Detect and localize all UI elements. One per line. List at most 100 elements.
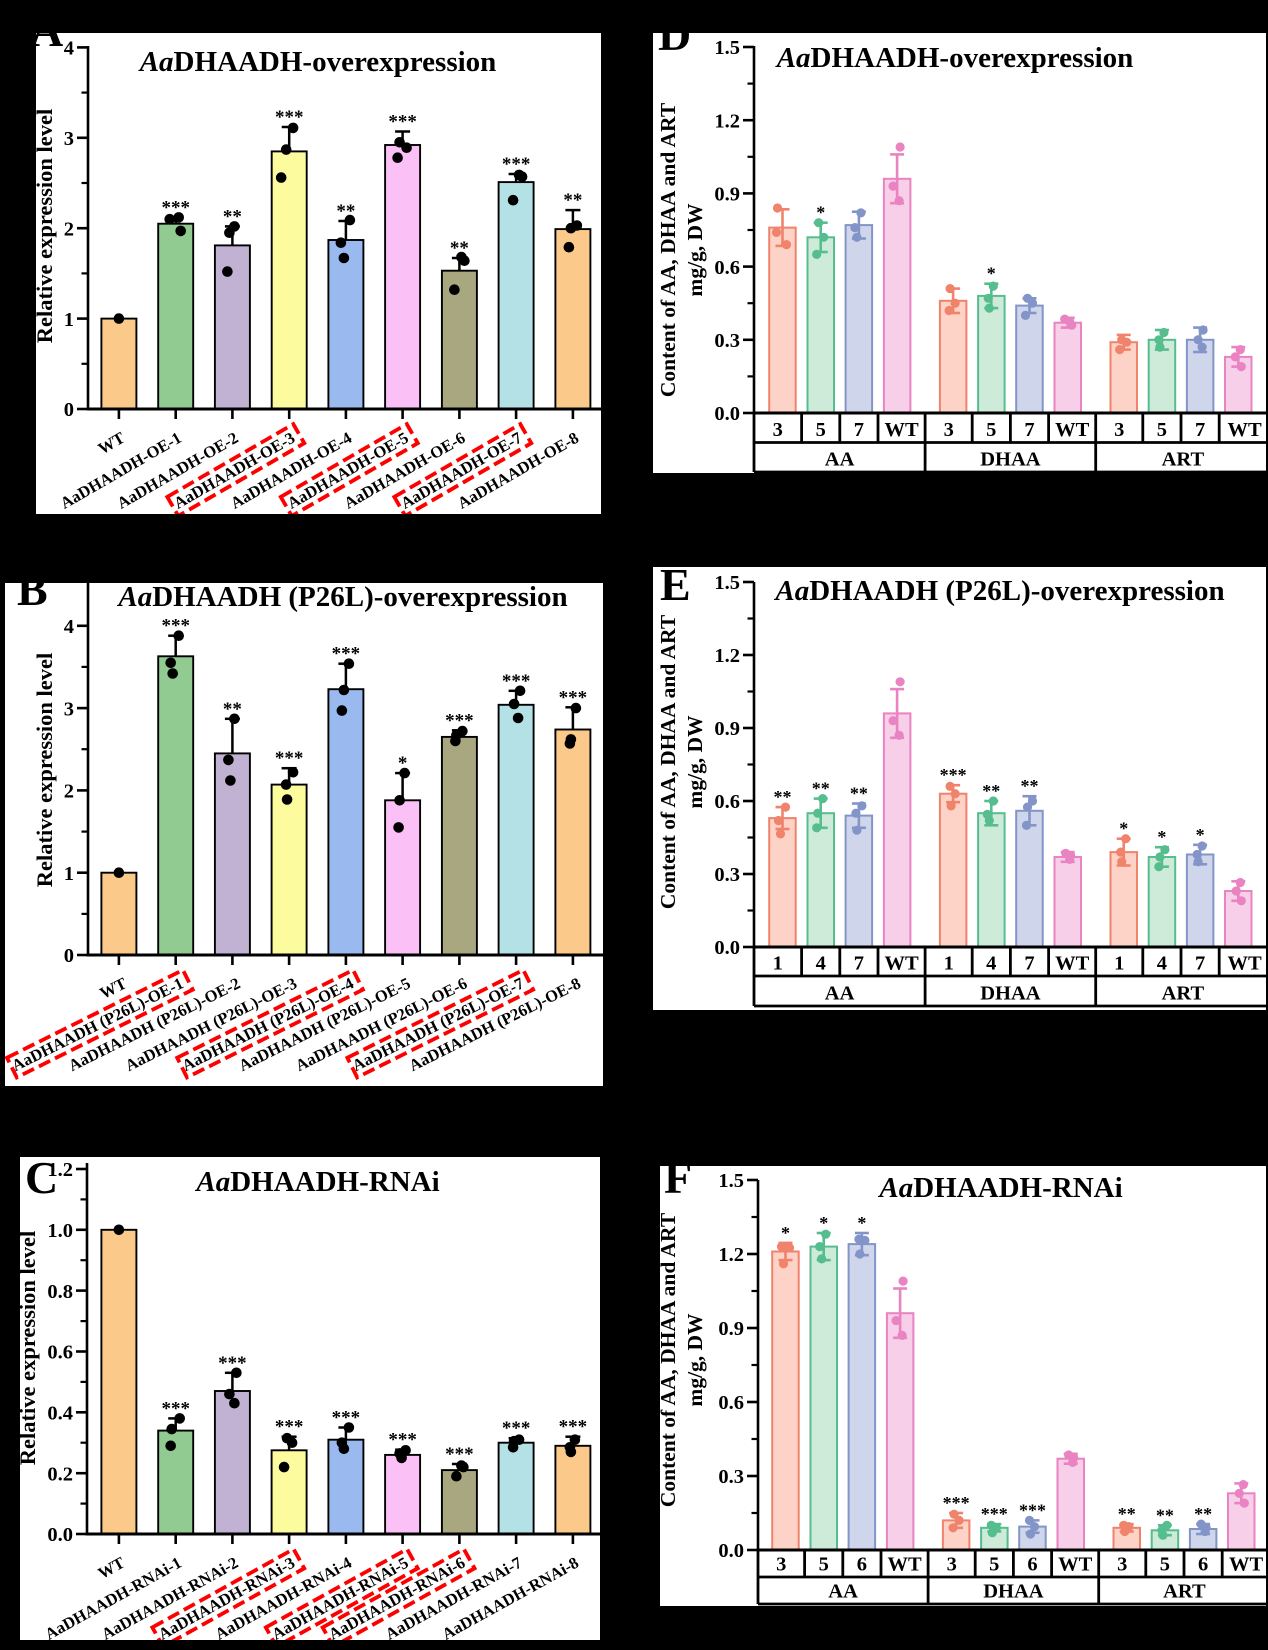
svg-text:AaDHAADH-overexpression: AaDHAADH-overexpression — [138, 46, 497, 78]
svg-text:7: 7 — [1195, 953, 1205, 975]
svg-text:0.9: 0.9 — [714, 718, 740, 740]
svg-text:**: ** — [450, 238, 469, 259]
svg-text:***: *** — [502, 154, 530, 175]
svg-text:***: *** — [559, 687, 588, 708]
svg-text:WT: WT — [888, 1554, 923, 1576]
svg-text:3: 3 — [1114, 419, 1124, 441]
svg-text:0.6: 0.6 — [714, 257, 740, 279]
svg-text:1.2: 1.2 — [714, 645, 740, 667]
svg-text:3: 3 — [64, 128, 74, 150]
svg-text:**: ** — [1194, 1504, 1212, 1524]
svg-text:3: 3 — [1117, 1554, 1127, 1576]
svg-text:WT: WT — [1228, 953, 1263, 975]
svg-text:WT: WT — [1055, 419, 1090, 441]
svg-text:3: 3 — [947, 1554, 957, 1576]
svg-text:0.3: 0.3 — [718, 1466, 744, 1488]
svg-text:C: C — [25, 1157, 58, 1203]
svg-text:7: 7 — [1024, 419, 1034, 441]
svg-text:7: 7 — [1195, 419, 1205, 441]
svg-text:A: A — [36, 33, 63, 56]
svg-text:***: *** — [161, 616, 190, 637]
svg-text:WT: WT — [1058, 1554, 1093, 1576]
svg-text:0.9: 0.9 — [718, 1318, 744, 1340]
svg-text:5: 5 — [989, 1554, 999, 1576]
svg-text:**: ** — [850, 784, 868, 804]
svg-text:1.2: 1.2 — [718, 1244, 744, 1266]
svg-text:6: 6 — [1027, 1554, 1037, 1576]
svg-text:0.0: 0.0 — [714, 937, 740, 959]
svg-text:0.8: 0.8 — [47, 1281, 73, 1303]
svg-text:4: 4 — [986, 953, 996, 975]
svg-text:AaDHAADH (P26L)-overexpression: AaDHAADH (P26L)-overexpression — [773, 575, 1224, 607]
svg-text:***: *** — [1019, 1500, 1046, 1520]
svg-text:0: 0 — [64, 945, 74, 967]
svg-text:*: * — [1119, 819, 1128, 839]
svg-text:***: *** — [275, 748, 304, 769]
svg-text:WT: WT — [1229, 1554, 1264, 1576]
svg-text:7: 7 — [854, 419, 864, 441]
svg-text:***: *** — [161, 197, 190, 218]
svg-text:ART: ART — [1162, 449, 1205, 471]
svg-text:B: B — [17, 583, 48, 615]
svg-text:0.4: 0.4 — [47, 1403, 73, 1425]
svg-text:1: 1 — [1114, 953, 1124, 975]
svg-text:0: 0 — [64, 399, 74, 421]
svg-text:3: 3 — [776, 1554, 786, 1576]
svg-text:**: ** — [774, 787, 792, 807]
svg-text:***: *** — [218, 1353, 247, 1374]
svg-text:2: 2 — [64, 781, 74, 803]
svg-text:WT: WT — [885, 953, 920, 975]
svg-text:*: * — [1157, 827, 1166, 847]
svg-text:0.3: 0.3 — [714, 864, 740, 886]
svg-text:***: *** — [943, 1493, 970, 1513]
svg-text:F: F — [664, 1166, 692, 1203]
svg-text:WT: WT — [885, 419, 920, 441]
svg-text:Relative expression level: Relative expression level — [32, 653, 57, 888]
svg-text:2: 2 — [64, 218, 74, 240]
svg-text:mg/g, DW: mg/g, DW — [683, 1313, 707, 1407]
svg-text:1.2: 1.2 — [714, 110, 740, 132]
svg-text:***: *** — [502, 671, 531, 692]
svg-text:1.0: 1.0 — [47, 1220, 73, 1242]
svg-text:***: *** — [161, 1398, 190, 1419]
svg-text:**: ** — [982, 781, 1000, 801]
svg-text:5: 5 — [1157, 419, 1167, 441]
svg-text:***: *** — [332, 1408, 361, 1429]
svg-text:mg/g, DW: mg/g, DW — [683, 715, 707, 809]
svg-text:0.6: 0.6 — [714, 791, 740, 813]
svg-text:1.2: 1.2 — [47, 1159, 73, 1181]
svg-text:AA: AA — [825, 983, 855, 1005]
svg-text:0.0: 0.0 — [718, 1540, 744, 1562]
svg-text:**: ** — [1156, 1505, 1174, 1525]
svg-text:***: *** — [388, 112, 417, 133]
svg-text:**: ** — [223, 699, 242, 720]
svg-text:***: *** — [332, 644, 361, 665]
svg-text:AaDHAADH-overexpression: AaDHAADH-overexpression — [775, 42, 1134, 74]
svg-text:4: 4 — [1157, 953, 1167, 975]
svg-text:Content of AA, DHAA and ART: Content of AA, DHAA and ART — [656, 102, 680, 397]
svg-text:WT: WT — [1228, 419, 1263, 441]
svg-text:1.5: 1.5 — [714, 37, 740, 59]
svg-text:mg/g, DW: mg/g, DW — [683, 203, 707, 297]
svg-text:***: *** — [445, 710, 474, 731]
svg-text:3: 3 — [773, 419, 783, 441]
svg-text:Relative expression level: Relative expression level — [36, 109, 57, 344]
svg-text:**: ** — [1118, 1504, 1136, 1524]
svg-text:*: * — [398, 753, 408, 774]
svg-text:0.0: 0.0 — [47, 1524, 73, 1546]
svg-text:***: *** — [388, 1430, 417, 1451]
svg-text:*: * — [1196, 825, 1205, 845]
svg-text:ART: ART — [1163, 1581, 1206, 1603]
svg-text:0.2: 0.2 — [47, 1463, 73, 1485]
svg-text:0.3: 0.3 — [714, 330, 740, 352]
svg-text:5: 5 — [986, 419, 996, 441]
svg-text:***: *** — [981, 1504, 1008, 1524]
svg-text:**: ** — [1021, 776, 1039, 796]
svg-text:1.5: 1.5 — [714, 572, 740, 594]
svg-text:DHAA: DHAA — [983, 1581, 1044, 1603]
svg-text:**: ** — [223, 206, 242, 227]
svg-text:1: 1 — [773, 953, 783, 975]
svg-text:3: 3 — [64, 698, 74, 720]
svg-text:AA: AA — [825, 449, 855, 471]
svg-text:DHAA: DHAA — [980, 449, 1041, 471]
